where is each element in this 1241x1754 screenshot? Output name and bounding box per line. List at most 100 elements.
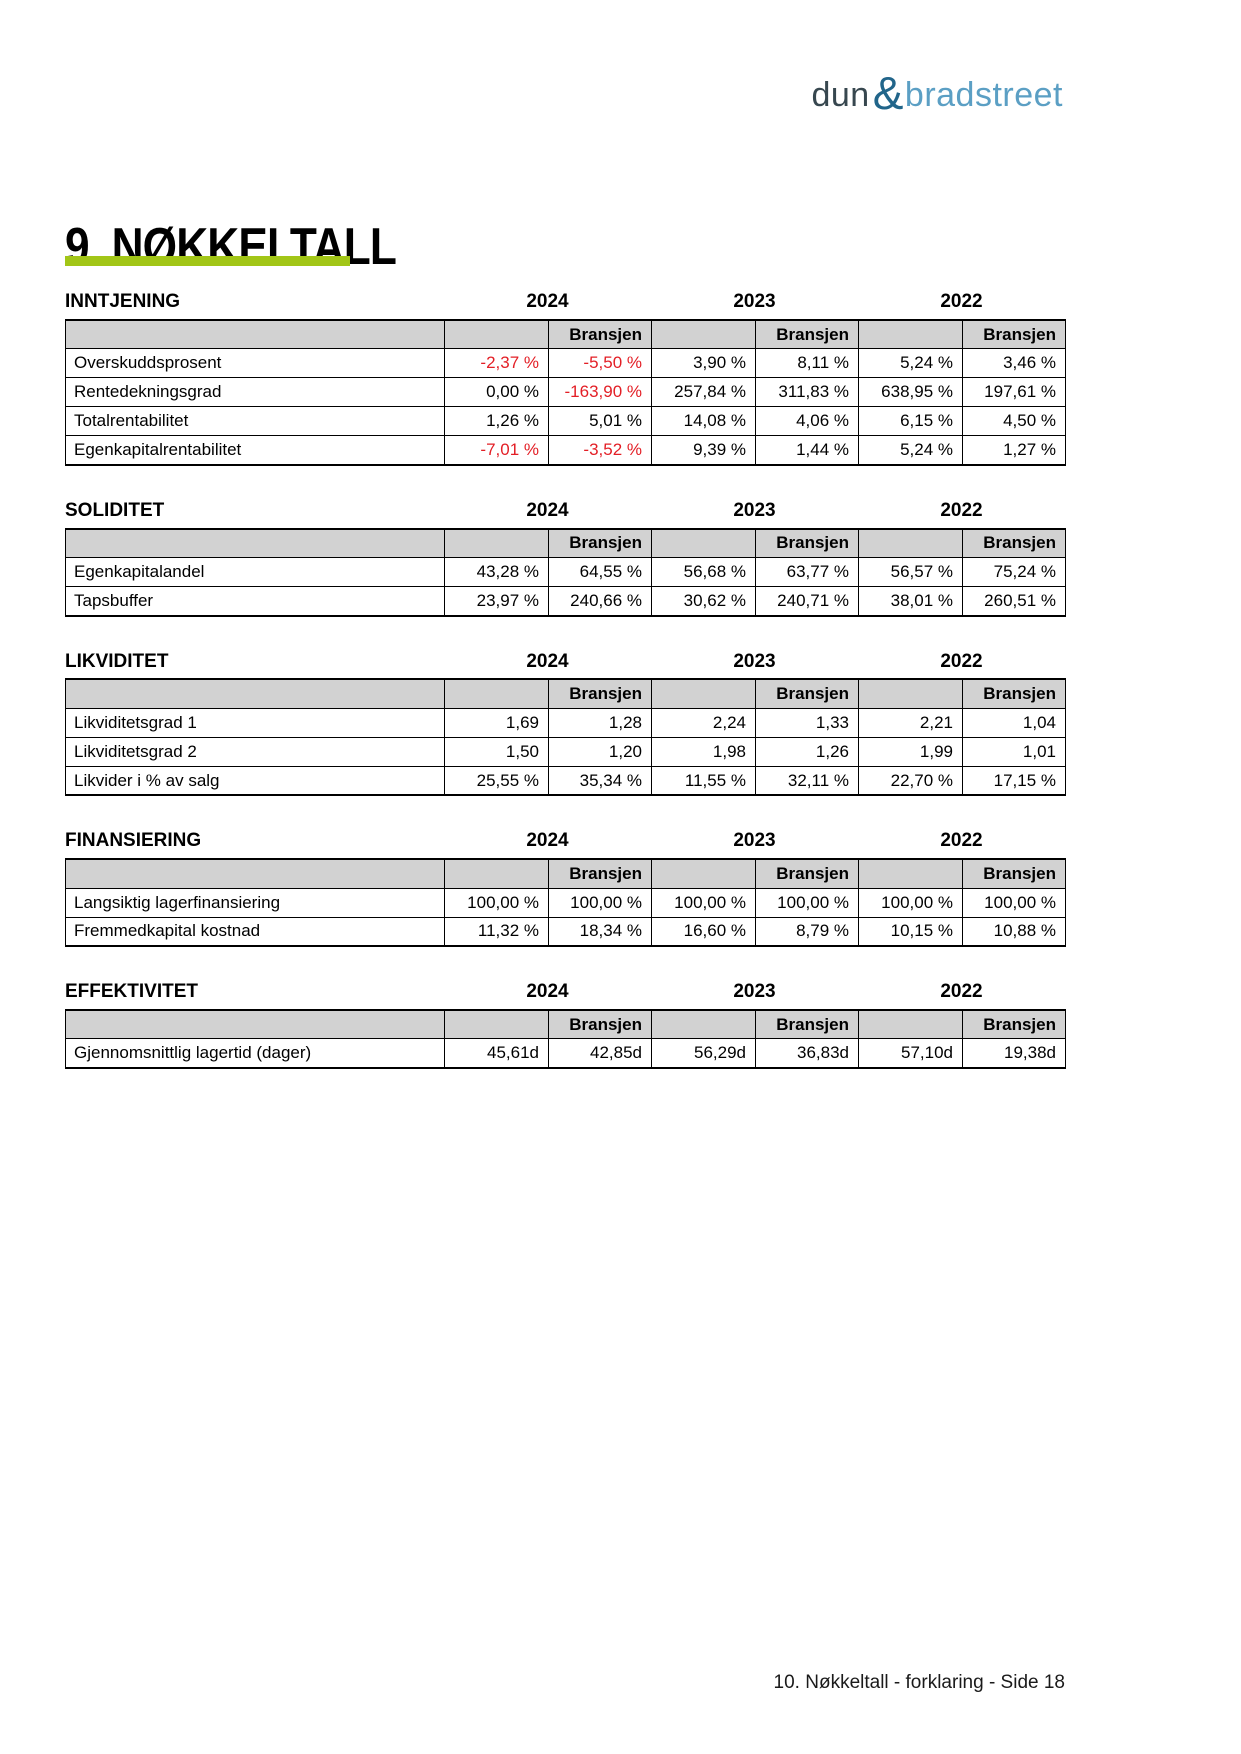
section-soliditet: SOLIDITET 2024 2023 2022 Bransjen Bransjen Bra… [65, 500, 1066, 617]
bransjen-header-cell: Bransjen [962, 678, 1066, 709]
section-likviditet: LIKVIDITET 2024 2023 2022 Bransjen Bransjen Br… [65, 651, 1066, 797]
bransjen-header-cell: Bransjen [548, 678, 652, 709]
table-row: Tapsbuffer 23,97 % 240,66 % 30,62 % 240,71 %… [65, 586, 1066, 617]
value-cell: 25,55 % [444, 765, 549, 796]
section-header-row: EFFEKTIVITET 2024 2023 2022 [65, 981, 1065, 1004]
value-cell: 10,88 % [962, 916, 1066, 947]
value-cell: 240,66 % [548, 586, 652, 617]
value-cell: 18,34 % [548, 916, 652, 947]
value-cell: 3,46 % [962, 348, 1066, 379]
value-cell: 64,55 % [548, 557, 652, 588]
value-cell: 260,51 % [962, 586, 1066, 617]
value-cell: 5,24 % [858, 435, 963, 466]
company-header-cell [858, 678, 963, 709]
section-title: SOLIDITET [65, 499, 165, 521]
company-header-cell [651, 1009, 756, 1040]
value-cell: 100,00 % [755, 887, 859, 918]
row-label: Egenkapitalrentabilitet [65, 435, 445, 466]
section-header-row: INNTJENING 2024 2023 2022 [65, 291, 1065, 314]
value-cell: 17,15 % [962, 765, 1066, 796]
company-header-cell [444, 858, 549, 889]
row-label: Likviditetsgrad 2 [65, 736, 445, 767]
table-header-row: Bransjen Bransjen Bransjen [65, 319, 1066, 350]
bransjen-header-cell: Bransjen [755, 528, 859, 559]
value-cell: -5,50 % [548, 348, 652, 379]
value-cell: -163,90 % [548, 377, 652, 408]
section-title: INNTJENING [65, 291, 181, 312]
value-cell: 100,00 % [962, 887, 1066, 918]
year-header: 2023 [733, 650, 776, 672]
kpi-table-finansiering: Bransjen Bransjen Bransjen Langsiktig lager… [65, 858, 1066, 948]
table-row: Likviditetsgrad 2 1,50 1,20 1,98 1,26 1,99 1,0… [65, 736, 1066, 767]
value-cell: 197,61 % [962, 377, 1066, 408]
value-cell: 2,24 [651, 707, 756, 738]
bransjen-header-cell: Bransjen [548, 858, 652, 889]
year-header: 2024 [526, 830, 569, 852]
table-row: Fremmedkapital kostnad 11,32 % 18,34 % 16,6… [65, 916, 1066, 947]
value-cell: 4,50 % [962, 406, 1066, 437]
value-cell: 1,69 [444, 707, 549, 738]
year-header: 2022 [940, 291, 983, 312]
row-label: Likviditetsgrad 1 [65, 707, 445, 738]
bransjen-header-cell: Bransjen [548, 319, 652, 350]
year-header: 2022 [940, 830, 983, 852]
company-header-cell [651, 319, 756, 350]
year-header: 2024 [526, 650, 569, 672]
value-cell: 10,15 % [858, 916, 963, 947]
logo-ampersand-icon: & [872, 67, 904, 119]
value-cell: 1,04 [962, 707, 1066, 738]
dun-bradstreet-logo: dun & bradstreet [811, 70, 1063, 120]
empty-header-cell [65, 319, 445, 350]
section-header-row: LIKVIDITET 2024 2023 2022 [65, 651, 1065, 674]
bransjen-header-cell: Bransjen [962, 1009, 1066, 1040]
row-label: Tapsbuffer [65, 586, 445, 617]
section-header-row: SOLIDITET 2024 2023 2022 [65, 500, 1065, 523]
row-label: Langsiktig lagerfinansiering [65, 887, 445, 918]
logo-word-bradstreet: bradstreet [904, 75, 1063, 114]
value-cell: 5,24 % [858, 348, 963, 379]
value-cell: 1,27 % [962, 435, 1066, 466]
year-header: 2024 [526, 291, 569, 312]
kpi-table-soliditet: Bransjen Bransjen Bransjen Egenkapitalandel… [65, 527, 1066, 617]
company-header-cell [651, 528, 756, 559]
value-cell: 1,26 [755, 736, 859, 767]
company-header-cell [858, 319, 963, 350]
value-cell: -7,01 % [444, 435, 549, 466]
section-header-row: FINANSIERING 2024 2023 2022 [65, 830, 1065, 853]
value-cell: -3,52 % [548, 435, 652, 466]
section-inntjening: INNTJENING 2024 2023 2022 Bransjen Bransjen Br… [65, 291, 1066, 466]
table-row: Rentedekningsgrad 0,00 % -163,90 % 257,84 %… [65, 377, 1066, 408]
bransjen-header-cell: Bransjen [755, 858, 859, 889]
value-cell: 19,38d [962, 1038, 1066, 1069]
value-cell: 75,24 % [962, 557, 1066, 588]
company-header-cell [444, 319, 549, 350]
kpi-table-inntjening: Bransjen Bransjen Bransjen Overskuddsprosen… [65, 318, 1066, 466]
value-cell: 43,28 % [444, 557, 549, 588]
bransjen-header-cell: Bransjen [755, 319, 859, 350]
value-cell: 8,79 % [755, 916, 859, 947]
year-header: 2023 [733, 830, 776, 852]
section-effektivitet: EFFEKTIVITET 2024 2023 2022 Bransjen Bransjen… [65, 981, 1066, 1069]
value-cell: 5,01 % [548, 406, 652, 437]
table-header-row: Bransjen Bransjen Bransjen [65, 528, 1066, 559]
table-header-row: Bransjen Bransjen Bransjen [65, 678, 1066, 709]
value-cell: 1,98 [651, 736, 756, 767]
section-title: FINANSIERING [65, 830, 202, 852]
value-cell: 16,60 % [651, 916, 756, 947]
year-header: 2023 [733, 499, 776, 521]
bransjen-header-cell: Bransjen [548, 1009, 652, 1040]
value-cell: 100,00 % [858, 887, 963, 918]
year-header: 2022 [940, 650, 983, 672]
value-cell: -2,37 % [444, 348, 549, 379]
value-cell: 3,90 % [651, 348, 756, 379]
empty-header-cell [65, 1009, 445, 1040]
year-header: 2022 [940, 499, 983, 521]
kpi-table-effektivitet: Bransjen Bransjen Bransjen Gjennomsnittlig … [65, 1008, 1066, 1069]
value-cell: 6,15 % [858, 406, 963, 437]
company-header-cell [444, 678, 549, 709]
value-cell: 38,01 % [858, 586, 963, 617]
table-row: Egenkapitalrentabilitet -7,01 % -3,52 % 9,3… [65, 435, 1066, 466]
row-label: Overskuddsprosent [65, 348, 445, 379]
section-finansiering: FINANSIERING 2024 2023 2022 Bransjen Bransjen… [65, 830, 1066, 948]
page-footer: 10. Nøkkeltall - forklaring - Side 18 [773, 1672, 1065, 1693]
